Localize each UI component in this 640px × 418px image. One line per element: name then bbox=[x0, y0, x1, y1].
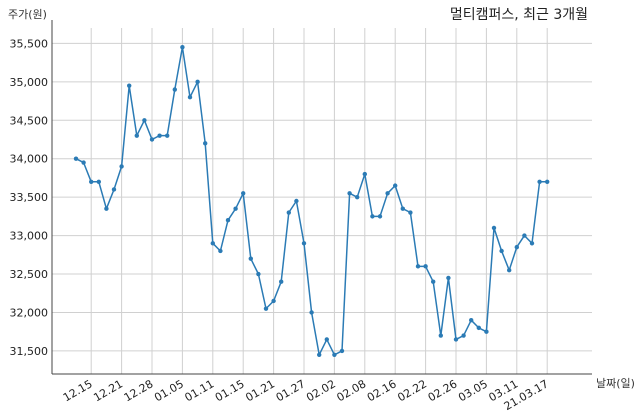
y-tick-label: 33,500 bbox=[10, 191, 49, 204]
x-tick-label: 01.11 bbox=[183, 377, 217, 404]
data-point bbox=[400, 206, 405, 211]
axes: 31,500 32,000 32,500 33,000 33,500 34,000 34,5… bbox=[10, 20, 592, 413]
data-point bbox=[347, 191, 352, 196]
data-point bbox=[210, 241, 215, 246]
data-point bbox=[491, 225, 497, 231]
data-point bbox=[180, 45, 185, 50]
x-tick-label: 03.05 bbox=[456, 377, 490, 404]
data-point bbox=[415, 264, 421, 269]
data-point bbox=[233, 206, 238, 211]
data-point bbox=[522, 233, 527, 238]
data-point bbox=[484, 329, 489, 334]
data-point bbox=[187, 95, 193, 100]
x-axis-label: 날짜(일) bbox=[596, 376, 635, 390]
y-tick-label: 34,000 bbox=[10, 153, 49, 166]
data-point bbox=[286, 210, 291, 215]
y-tick-label: 35,500 bbox=[10, 37, 49, 50]
data-point bbox=[370, 214, 375, 219]
data-point bbox=[431, 279, 436, 284]
data-point bbox=[446, 275, 451, 281]
data-point bbox=[393, 183, 398, 188]
data-point bbox=[537, 179, 542, 184]
data-point bbox=[309, 310, 314, 315]
data-point bbox=[96, 179, 102, 184]
x-tick-label: 01.27 bbox=[274, 377, 308, 404]
data-point bbox=[149, 137, 155, 142]
data-point bbox=[469, 317, 474, 323]
data-point bbox=[408, 210, 413, 215]
x-tick-label: 01.15 bbox=[213, 377, 247, 404]
data-point bbox=[165, 133, 170, 138]
data-point bbox=[279, 279, 284, 284]
data-point bbox=[355, 194, 360, 200]
data-point bbox=[377, 214, 383, 219]
data-point bbox=[545, 179, 550, 184]
y-tick-label: 32,500 bbox=[10, 268, 49, 281]
y-tick-label: 31,500 bbox=[10, 345, 49, 358]
data-point bbox=[172, 87, 177, 92]
y-tick-label: 35,000 bbox=[10, 76, 49, 89]
data-point bbox=[461, 333, 466, 338]
series bbox=[73, 45, 550, 357]
x-tick-label: 12.28 bbox=[122, 377, 156, 404]
data-point bbox=[203, 141, 208, 146]
data-point bbox=[256, 271, 261, 277]
data-point bbox=[294, 198, 299, 204]
x-tick-label: 02.08 bbox=[335, 377, 369, 404]
x-tick-label: 12.21 bbox=[91, 377, 125, 404]
x-tick-label: 02.26 bbox=[426, 377, 460, 404]
x-tick-label: 02.22 bbox=[395, 377, 429, 404]
data-point bbox=[317, 352, 322, 357]
y-tick-label: 32,000 bbox=[10, 306, 49, 319]
data-point bbox=[127, 83, 132, 88]
x-tick-label: 02.02 bbox=[304, 377, 338, 404]
y-axis-label: 주가(원) bbox=[8, 8, 47, 21]
data-point bbox=[476, 325, 481, 331]
x-tick-label: 01.05 bbox=[152, 377, 186, 404]
data-point bbox=[142, 118, 147, 123]
data-point bbox=[301, 241, 307, 246]
x-tick-label: 01.21 bbox=[243, 377, 277, 404]
data-point bbox=[195, 79, 200, 85]
data-point bbox=[339, 348, 345, 354]
data-point bbox=[111, 187, 117, 192]
x-tick-label: 02.16 bbox=[365, 377, 399, 404]
data-point bbox=[157, 133, 162, 138]
data-point bbox=[119, 164, 124, 169]
data-point bbox=[134, 133, 139, 138]
data-point bbox=[248, 256, 253, 261]
data-point bbox=[263, 306, 269, 311]
chart-title: 멀티캠퍼스, 최근 3개월 bbox=[450, 7, 588, 23]
data-point bbox=[104, 206, 109, 211]
data-point bbox=[423, 264, 428, 269]
data-point bbox=[73, 156, 79, 161]
y-tick-label: 34,500 bbox=[10, 114, 49, 127]
grid bbox=[52, 28, 592, 374]
data-point bbox=[332, 352, 337, 357]
data-point bbox=[362, 171, 367, 177]
data-point bbox=[529, 241, 535, 246]
data-point bbox=[385, 191, 390, 196]
data-point bbox=[499, 248, 504, 254]
data-point bbox=[81, 160, 86, 165]
data-point bbox=[453, 337, 459, 342]
data-point bbox=[514, 244, 519, 250]
y-tick-label: 33,000 bbox=[10, 230, 49, 243]
data-point bbox=[438, 333, 443, 338]
data-point bbox=[507, 268, 512, 273]
data-point bbox=[271, 298, 276, 304]
data-point bbox=[225, 218, 231, 223]
series-line bbox=[75, 46, 548, 356]
data-point bbox=[241, 191, 246, 196]
data-point bbox=[89, 179, 94, 184]
data-point bbox=[324, 337, 329, 342]
data-point bbox=[218, 248, 223, 254]
x-tick-label: 12.15 bbox=[61, 377, 95, 404]
